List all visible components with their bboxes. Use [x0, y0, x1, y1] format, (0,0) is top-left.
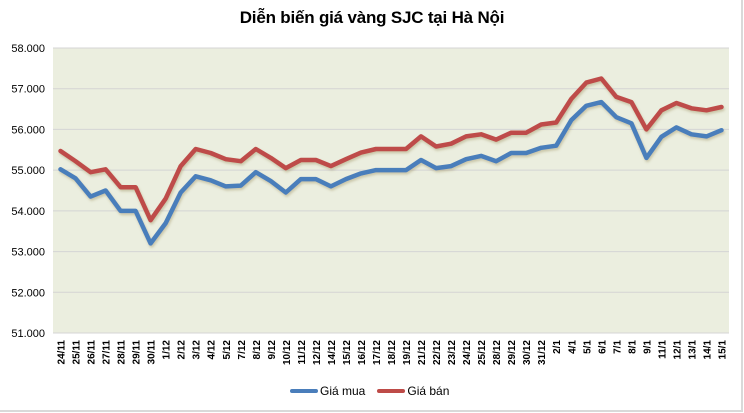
x-tick-label: 2/12 [177, 340, 188, 360]
x-tick-label: 27/11 [102, 340, 113, 365]
legend-item-gia-mua: Giá mua [290, 384, 365, 398]
x-tick-label: 24/11 [57, 340, 68, 365]
x-tick-label: 4/1 [567, 340, 578, 354]
legend-item-gia-ban: Giá bán [377, 384, 449, 398]
x-tick-label: 22/12 [432, 340, 443, 365]
x-tick-label: 12/12 [312, 340, 323, 365]
series-lines [58, 76, 724, 246]
y-axis: 51.000 52.000 53.000 54.000 55.000 56.000 57.0… [11, 43, 45, 340]
x-tick-label: 21/12 [417, 340, 428, 365]
x-tick-label: 15/12 [342, 340, 353, 365]
plot-area [53, 48, 729, 333]
x-tick-label: 1/12 [162, 340, 173, 360]
x-tick-label: 29/12 [507, 340, 518, 365]
x-tick-label: 28/11 [117, 340, 128, 365]
x-tick-label: 14/12 [327, 340, 338, 365]
x-tick-label: 2/1 [552, 340, 563, 354]
y-tick-label: 53.000 [11, 247, 45, 259]
x-tick-label: 4/12 [207, 340, 218, 360]
chart-title: Diễn biến giá vàng SJC tại Hà Nội [239, 8, 505, 27]
series-line-1 [58, 76, 724, 223]
x-tick-label: 11/12 [297, 340, 308, 365]
x-tick-label: 17/12 [372, 340, 383, 365]
x-tick-label: 5/1 [582, 340, 593, 354]
x-tick-label: 15/1 [717, 340, 728, 360]
x-tick-label: 14/1 [702, 340, 713, 360]
x-tick-label: 6/1 [597, 340, 608, 354]
x-tick-label: 19/12 [402, 340, 413, 365]
x-tick-label: 18/12 [387, 340, 398, 365]
x-tick-label: 25/12 [477, 340, 488, 365]
legend-swatch-red-icon [377, 389, 406, 393]
x-tick-label: 31/12 [537, 340, 548, 365]
legend-swatch-blue-icon [290, 389, 318, 393]
x-tick-label: 30/11 [147, 340, 158, 365]
x-tick-label: 23/12 [447, 340, 458, 365]
x-tick-label: 8/12 [252, 340, 263, 360]
x-tick-label: 13/1 [687, 340, 698, 360]
y-tick-label: 51.000 [11, 328, 45, 340]
x-tick-label: 10/12 [282, 340, 293, 365]
x-tick-label: 5/12 [222, 340, 233, 360]
x-tick-label: 26/11 [87, 340, 98, 365]
y-tick-label: 54.000 [11, 206, 45, 218]
series-line-0 [58, 99, 724, 246]
y-tick-label: 58.000 [11, 43, 45, 55]
x-tick-label: 3/12 [192, 340, 203, 360]
legend-label: Giá mua [320, 384, 366, 398]
x-tick-label: 25/11 [72, 340, 83, 365]
legend: Giá mua Giá bán [290, 384, 461, 398]
x-axis: 24/11 25/11 26/11 27/11 28/11 29/11 30/11 1/12 2… [57, 340, 729, 365]
y-tick-label: 57.000 [11, 84, 45, 96]
x-tick-label: 30/12 [522, 340, 533, 365]
x-tick-label: 12/1 [672, 340, 683, 360]
x-tick-label: 16/12 [357, 340, 368, 365]
x-tick-label: 8/1 [627, 340, 638, 354]
legend-label: Giá bán [407, 384, 450, 398]
x-tick-label: 7/1 [612, 340, 623, 354]
y-tick-label: 52.000 [11, 287, 45, 299]
x-tick-label: 9/12 [267, 340, 278, 360]
x-tick-label: 24/12 [462, 340, 473, 365]
x-tick-label: 7/12 [237, 340, 248, 360]
x-tick-label: 29/11 [132, 340, 143, 365]
y-tick-label: 55.000 [11, 165, 45, 177]
y-tick-label: 56.000 [11, 124, 45, 136]
x-tick-label: 28/12 [492, 340, 503, 365]
x-tick-label: 11/1 [657, 340, 668, 359]
x-tick-label: 9/1 [642, 340, 653, 354]
